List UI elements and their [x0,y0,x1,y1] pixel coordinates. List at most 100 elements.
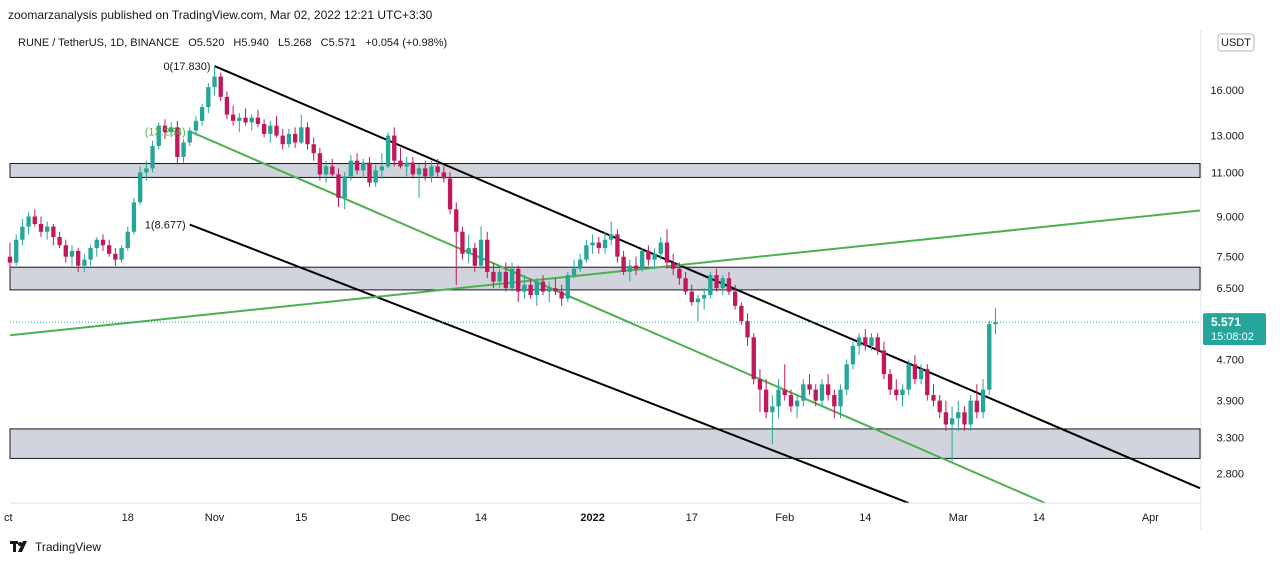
candle-body [144,168,149,173]
candle-body [404,162,409,167]
candle-body [937,400,942,413]
candle [683,271,688,296]
candle [714,268,719,292]
candle-body [714,275,719,289]
candle [119,245,124,263]
candle [584,239,589,263]
candle [813,384,818,407]
candle-body [26,216,31,227]
candle [894,379,899,401]
candle-body [187,130,192,143]
candle-body [689,291,694,303]
candle-body [751,337,756,380]
candle-body [323,166,329,175]
candle [491,262,496,289]
candle [571,259,577,279]
candle [181,138,186,163]
candle [144,160,149,181]
candle [615,229,620,263]
candle-body [100,239,106,246]
candle-body [615,234,620,257]
candle [193,116,199,136]
candle [88,245,93,266]
time-tick-label: Nov [205,512,225,524]
candle [472,242,478,272]
candle [336,168,341,207]
candle-body [472,248,478,266]
time-tick-label: 14 [859,512,871,524]
candle-body [534,281,539,296]
candle-body [695,298,701,303]
candle-body [720,278,725,289]
trendline-channel-lower [189,223,910,504]
time-tick-label: 14 [1033,512,1045,524]
candle [7,242,13,269]
price-tick-label: 13.000 [1210,131,1244,143]
candle [398,147,403,169]
candle [156,122,161,150]
candle [732,284,738,310]
candle [825,374,831,401]
time-tick-label: Feb [775,512,794,524]
candle [94,237,99,257]
candle-body [640,250,645,269]
candle-body [392,135,397,161]
time-tick-label: ct [4,512,13,524]
price-tick-label: 16.000 [1210,85,1244,97]
candle [751,333,756,385]
price-tick-label: 6.500 [1216,283,1244,295]
candle [701,288,707,310]
candle [782,364,787,401]
candle-body [342,176,347,198]
currency-button[interactable]: USDT [1217,33,1255,52]
candle [286,128,292,148]
time-tick-label: 18 [122,512,134,524]
candle [45,221,50,240]
candle [627,259,632,282]
candle-body [745,320,750,338]
time-tick-label: 2022 [580,512,604,524]
candle [869,333,874,351]
candle [199,104,205,126]
candle [801,379,806,407]
candle [218,72,223,102]
tradingview-footer[interactable]: TradingView [10,540,101,554]
candle-body [206,87,211,108]
candle [770,395,775,445]
candle-body [658,242,663,254]
candle [454,202,459,285]
candle-body [268,125,273,134]
candle-body [454,209,459,232]
candle-body [794,400,800,407]
candle-body [497,271,502,282]
candle [900,384,905,407]
candle-body [423,168,428,177]
candle-body [968,400,973,425]
candle-body [125,231,130,249]
candle-body [578,259,583,269]
candle-body [540,281,546,292]
candle-body [683,278,688,292]
price-tick-label: 7.500 [1216,252,1244,264]
candle-body [218,76,223,97]
candle-body [57,237,62,246]
candle [460,226,465,260]
candle-body [788,395,794,407]
candle-body [193,120,199,131]
candle [503,262,509,292]
candle [968,395,973,431]
candle [410,156,416,179]
candle [305,122,310,150]
trendline-green-descending [189,130,1046,504]
candle [379,153,385,179]
candle-body [416,168,422,175]
price-axis: 2.8003.3003.9004.7005.5006.5007.5009.000… [1210,37,1244,481]
candle [516,265,521,303]
candle [708,271,713,299]
candle [757,369,763,413]
candle-body [14,239,19,263]
candle [565,271,570,303]
candle-body [807,384,812,390]
time-tick-label: Mar [949,512,968,524]
